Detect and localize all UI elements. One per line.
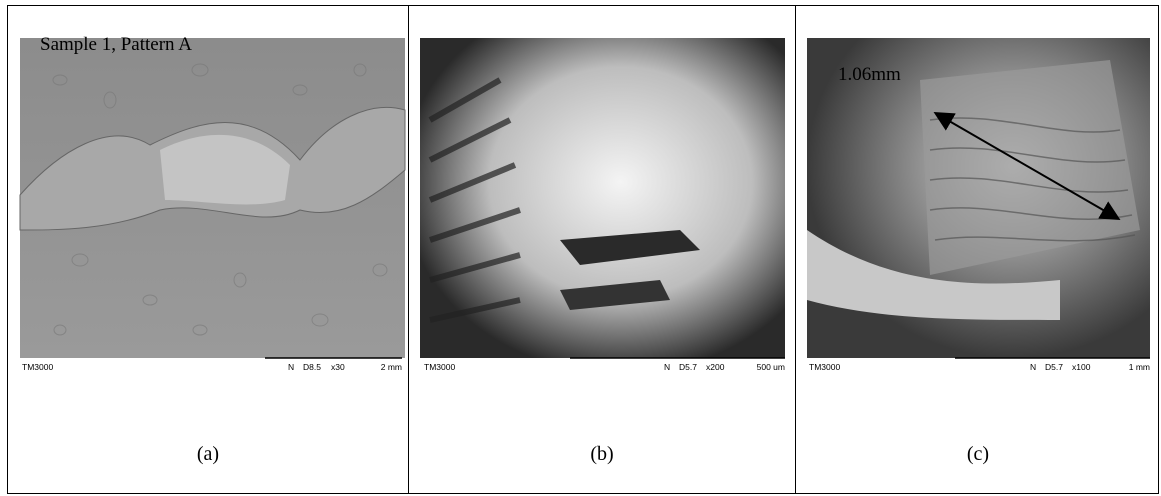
sem-info-bar: TM3000 N D8.5 x30 2 mm TM3000 N D5.7 x20… bbox=[22, 357, 1150, 372]
measurement-arrow bbox=[933, 111, 1121, 221]
sem-info: x200 bbox=[706, 362, 725, 372]
sem-info: D5.7 bbox=[1045, 362, 1063, 372]
table-border bbox=[7, 5, 1159, 494]
caption: (a) bbox=[197, 443, 219, 465]
sem-info: N bbox=[288, 362, 294, 372]
instrument: TM3000 bbox=[809, 362, 840, 372]
sem-image bbox=[807, 38, 1150, 358]
overlay-label: 1.06mm bbox=[838, 64, 901, 85]
sem-info: x100 bbox=[1072, 362, 1091, 372]
sem-info: D5.7 bbox=[679, 362, 697, 372]
overlay-label: Sample 1, Pattern A bbox=[40, 34, 192, 55]
sem-info: N bbox=[1030, 362, 1036, 372]
caption: (c) bbox=[967, 443, 989, 465]
scale-label: 500 um bbox=[757, 362, 785, 372]
caption: (b) bbox=[590, 443, 613, 465]
instrument: TM3000 bbox=[22, 362, 53, 372]
instrument: TM3000 bbox=[424, 362, 455, 372]
sem-image bbox=[420, 38, 785, 358]
scale-label: 2 mm bbox=[381, 362, 402, 372]
sem-info: N bbox=[664, 362, 670, 372]
scale-label: 1 mm bbox=[1129, 362, 1150, 372]
sem-info: x30 bbox=[331, 362, 345, 372]
sem-image bbox=[19, 38, 406, 358]
sem-info: D8.5 bbox=[303, 362, 321, 372]
